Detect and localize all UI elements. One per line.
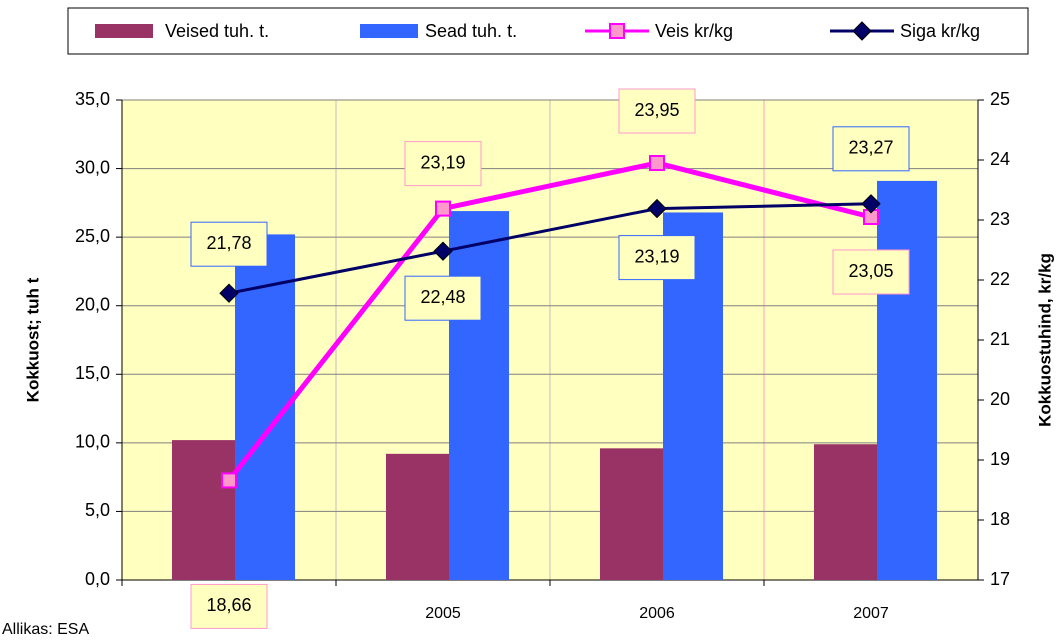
legend-swatch <box>360 24 418 38</box>
data-label-box <box>190 583 268 629</box>
data-label: 23,05 <box>848 261 893 281</box>
data-label: 23,27 <box>848 138 893 158</box>
data-label-box <box>618 235 696 281</box>
data-label-box <box>832 249 910 295</box>
source: Allikas: ESA <box>2 621 89 638</box>
y-tick-label: 25,0 <box>75 226 110 246</box>
legend-marker <box>609 23 625 39</box>
bar <box>386 453 449 580</box>
y2-tick-label: 24 <box>990 149 1010 169</box>
y2-tick-label: 17 <box>990 569 1010 589</box>
y2-tick-label: 19 <box>990 449 1010 469</box>
y-tick-label: 15,0 <box>75 363 110 383</box>
data-label-box <box>404 275 482 321</box>
legend-label: Veised tuh. t. <box>165 21 269 41</box>
data-label: 23,19 <box>420 152 465 172</box>
point <box>219 283 239 303</box>
data-label: 22,48 <box>420 287 465 307</box>
x-tick-label: 2005 <box>425 605 461 622</box>
point <box>433 241 453 261</box>
data-label-box <box>404 141 482 187</box>
y2-tick-label: 18 <box>990 509 1010 529</box>
bar <box>600 448 663 580</box>
legend-marker <box>852 21 872 41</box>
y2-tick-label: 22 <box>990 269 1010 289</box>
point <box>221 472 237 489</box>
data-label: 21,78 <box>206 233 251 253</box>
category-separators <box>335 100 765 580</box>
data-label: 23,95 <box>634 100 679 120</box>
data-label-box <box>832 126 910 172</box>
legend-label: Sead tuh. t. <box>425 21 517 41</box>
y-tick-label: 5,0 <box>85 500 110 520</box>
point <box>861 194 881 214</box>
y2-tick-label: 23 <box>990 209 1010 229</box>
line <box>227 160 872 482</box>
bar <box>449 211 509 581</box>
data-label-box <box>618 88 696 134</box>
y2-tick-label: 25 <box>990 89 1010 109</box>
y-tick-label: 10,0 <box>75 432 110 452</box>
y-tick-label: 0,0 <box>85 569 110 589</box>
bar <box>877 180 937 580</box>
point <box>647 198 667 219</box>
y-axis-label: Kokkuost; tuh t <box>23 277 42 402</box>
data-label-box <box>190 221 268 267</box>
y-tick-label: 20,0 <box>75 294 110 314</box>
line <box>228 202 872 295</box>
y-tick-label: 30,0 <box>75 157 110 177</box>
y2-tick-label: 20 <box>990 389 1010 409</box>
x-tick-label: 2006 <box>639 605 675 622</box>
legend-swatch <box>95 24 153 38</box>
legend-label: Siga kr/kg <box>900 21 980 41</box>
data-label: 18,66 <box>206 595 251 615</box>
legend-label: Veis kr/kg <box>655 21 733 41</box>
point <box>435 200 451 217</box>
y-tick-label: 35,0 <box>75 89 110 109</box>
bar <box>814 444 877 580</box>
y2-axis-label: Kokkuostuhind, kr/kg <box>1035 253 1054 427</box>
point <box>649 155 665 171</box>
data-label: 23,19 <box>634 246 679 266</box>
bar <box>172 440 235 580</box>
y2-tick-label: 21 <box>990 329 1010 349</box>
x-tick-label: 2007 <box>853 605 889 622</box>
